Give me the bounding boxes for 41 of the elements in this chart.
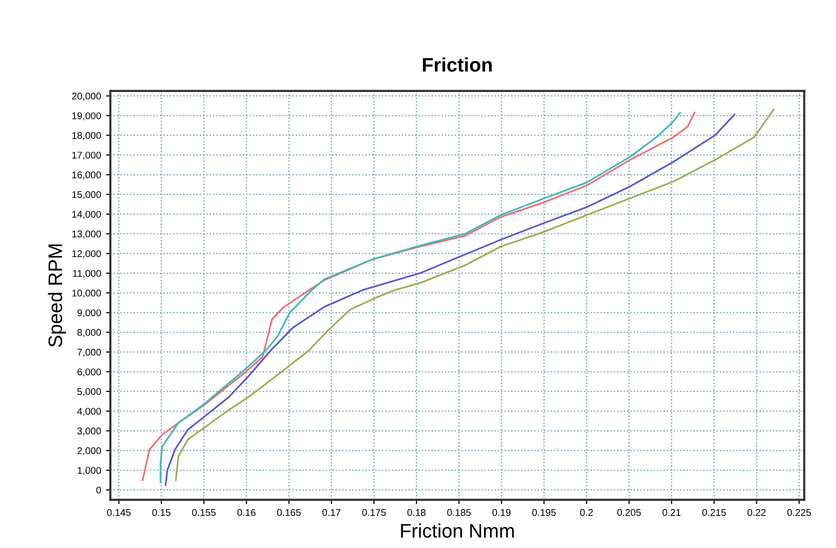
y-tick-label: 0: [96, 486, 101, 494]
y-axis-title: Speed RPM: [48, 244, 66, 347]
x-tick-label: 0.2: [580, 509, 593, 516]
y-tick-label: 18,000: [72, 132, 101, 140]
y-tick-label: 17,000: [72, 152, 101, 160]
x-tick-label: 0.22: [748, 509, 766, 516]
y-tick-label: 12,000: [72, 250, 101, 258]
x-tick-label: 0.215: [702, 509, 726, 516]
y-tick-label: 15,000: [72, 191, 101, 200]
x-axis-title: Friction Nmm: [401, 523, 514, 538]
y-tick-label: 19,000: [72, 112, 101, 120]
y-tick-label: 14,000: [72, 210, 101, 219]
x-tick-label: 0.185: [447, 509, 471, 516]
x-tick-label: 0.155: [192, 509, 216, 516]
y-tick-label: 4,000: [77, 408, 101, 416]
y-tick-label: 11,000: [73, 270, 101, 278]
x-tick-label: 0.225: [787, 509, 811, 516]
chart-title: Friction: [422, 57, 492, 72]
x-tick-label: 0.19: [492, 509, 511, 516]
y-tick-label: 8,000: [77, 329, 101, 338]
y-tick-label: 20,000: [72, 92, 101, 101]
x-tick-label: 0.195: [532, 509, 556, 516]
y-tick-label: 1,000: [78, 466, 101, 475]
y-tick-label: 16,000: [72, 171, 101, 180]
x-tick-label: 0.17: [322, 509, 340, 516]
y-tick-label: 13,000: [72, 230, 101, 239]
y-tick-label: 6,000: [77, 368, 101, 376]
y-tick-label: 10,000: [72, 290, 101, 298]
y-tick-label: 3,000: [77, 428, 101, 436]
y-tick-label: 9,000: [77, 309, 101, 318]
x-tick-label: 0.15: [152, 509, 170, 516]
x-tick-label: 0.175: [362, 509, 386, 516]
x-tick-label: 0.21: [662, 509, 681, 516]
x-tick-label: 0.165: [277, 509, 301, 516]
x-tick-label: 0.16: [237, 509, 256, 516]
x-tick-label: 0.18: [407, 509, 426, 516]
y-tick-label: 5,000: [77, 388, 101, 396]
x-tick-label: 0.145: [107, 509, 131, 516]
x-tick-label: 0.205: [617, 509, 641, 516]
y-tick-label: 7,000: [77, 348, 101, 357]
y-tick-label: 2,000: [77, 447, 101, 456]
